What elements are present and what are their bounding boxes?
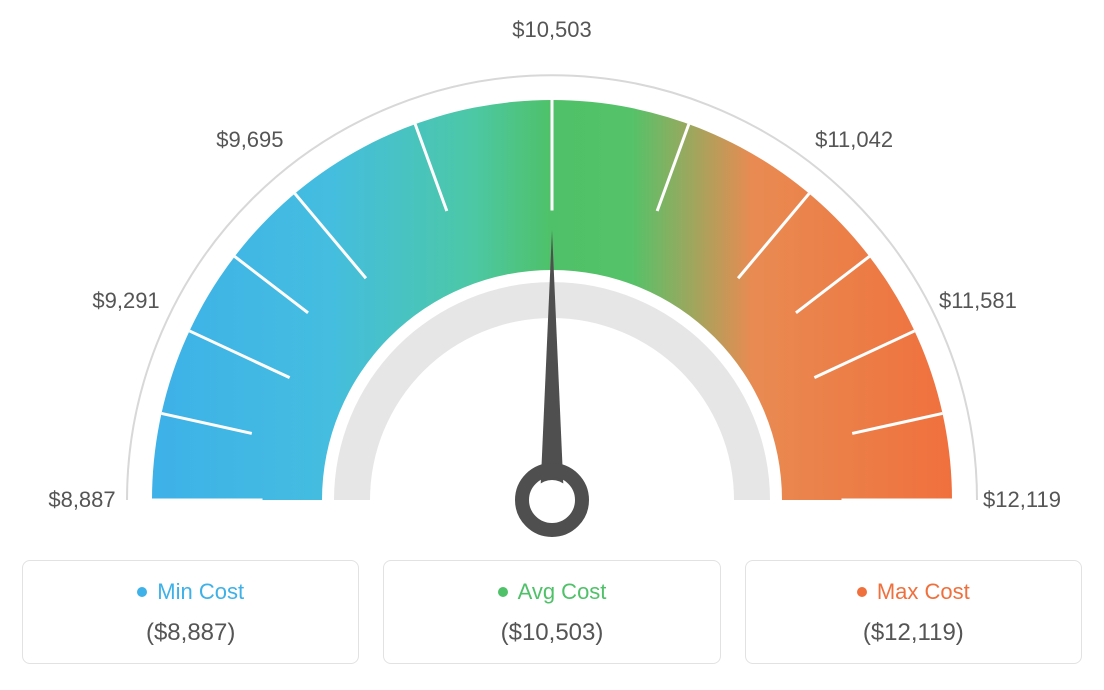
gauge-svg: [22, 20, 1082, 540]
legend-row: Min Cost ($8,887) Avg Cost ($10,503) Max…: [22, 560, 1082, 664]
gauge-tick-label: $11,581: [939, 288, 1017, 314]
legend-title-avg: Avg Cost: [498, 579, 607, 605]
legend-title-min: Min Cost: [137, 579, 244, 605]
legend-card-max: Max Cost ($12,119): [745, 560, 1082, 664]
dot-icon: [137, 587, 147, 597]
legend-title-text: Max Cost: [877, 579, 970, 605]
dot-icon: [857, 587, 867, 597]
legend-value-avg: ($10,503): [394, 619, 709, 647]
legend-value-min: ($8,887): [33, 619, 348, 647]
gauge-tick-label: $12,119: [983, 487, 1061, 513]
legend-card-min: Min Cost ($8,887): [22, 560, 359, 664]
gauge-tick-label: $8,887: [48, 487, 115, 513]
legend-title-text: Avg Cost: [518, 579, 607, 605]
gauge-tick-label: $9,291: [92, 288, 159, 314]
dot-icon: [498, 587, 508, 597]
legend-card-avg: Avg Cost ($10,503): [383, 560, 720, 664]
gauge-tick-label: $11,042: [815, 127, 893, 153]
gauge-tick-label: $9,695: [216, 127, 283, 153]
legend-title-max: Max Cost: [857, 579, 970, 605]
legend-value-max: ($12,119): [756, 619, 1071, 647]
gauge-chart: $8,887 $9,291 $9,695 $10,503 $11,042 $11,581 $…: [22, 20, 1082, 540]
gauge-tick-label: $10,503: [512, 17, 592, 43]
legend-title-text: Min Cost: [157, 579, 244, 605]
